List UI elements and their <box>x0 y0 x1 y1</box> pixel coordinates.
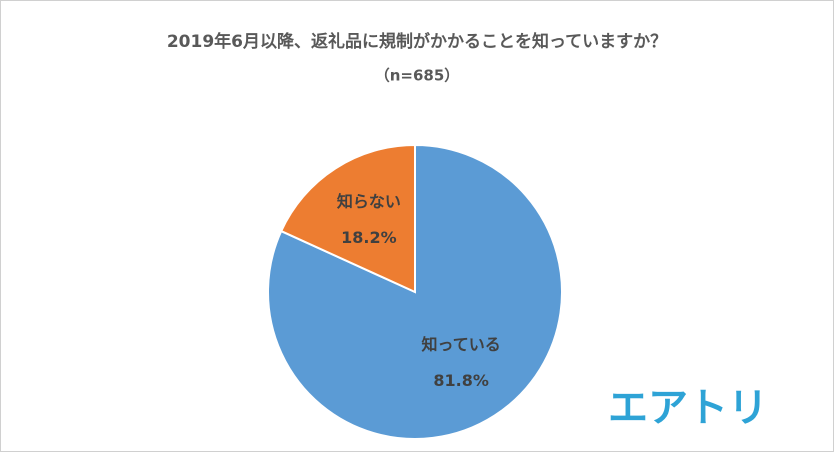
logo: エアトリ <box>608 385 768 431</box>
slice-category-label: 知らない <box>337 192 401 211</box>
chart-subtitle: （n=685） <box>375 67 460 85</box>
slice-category-label: 知っている <box>422 335 501 354</box>
slice-value-label: 18.2% <box>341 228 397 247</box>
pie-slice <box>279 143 416 294</box>
slice-value-label: 81.8% <box>433 371 489 390</box>
chart-title: 2019年6月以降、返礼品に規制がかかることを知っていますか？ <box>167 31 667 52</box>
